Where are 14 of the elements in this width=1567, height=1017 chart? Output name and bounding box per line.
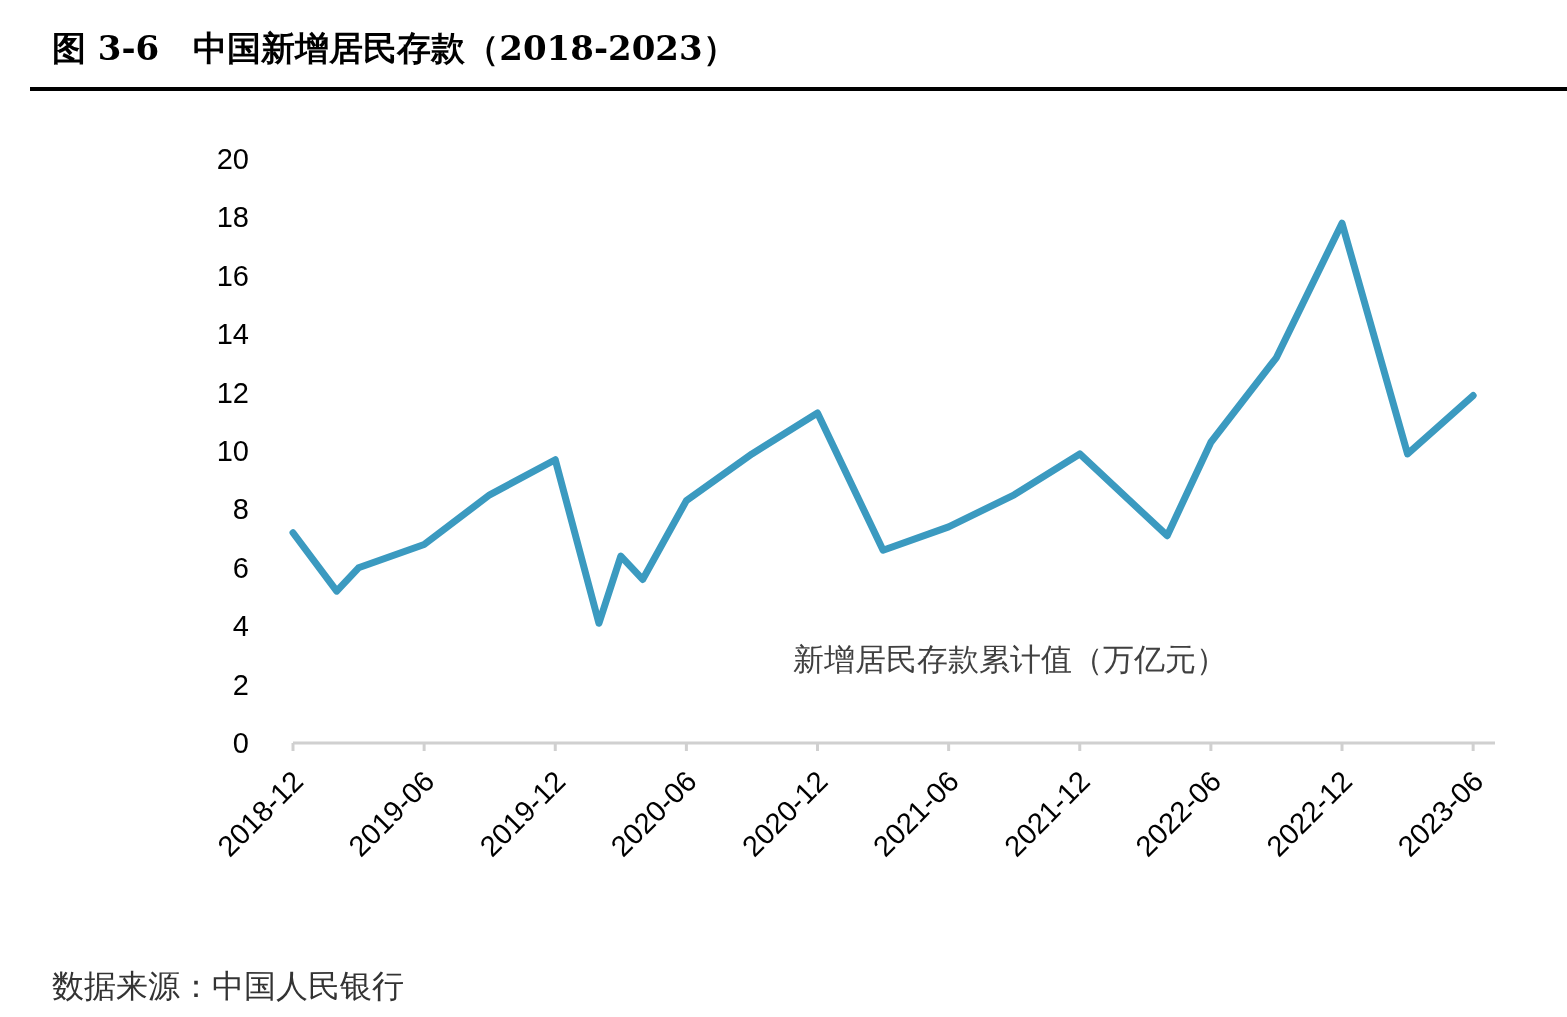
y-tick-label: 4 [232,610,249,643]
y-tick-label: 10 [216,435,249,467]
y-tick-label: 14 [216,318,249,351]
y-tick-label: 20 [216,143,249,175]
y-tick-label: 8 [232,493,249,526]
chart-title: 图 3-6 中国新增居民存款（2018-2023） [52,28,737,68]
y-tick-label: 6 [232,551,249,584]
y-tick-label: 0 [232,727,249,759]
y-tick-label: 18 [216,201,249,234]
y-tick-label: 12 [216,376,249,409]
source-note: 数据来源：中国人民银行 [52,967,404,1005]
y-tick-label: 16 [216,259,249,292]
text: 新增居民存款累计值（万亿元） [793,642,1227,677]
y-tick-label: 2 [232,668,249,701]
